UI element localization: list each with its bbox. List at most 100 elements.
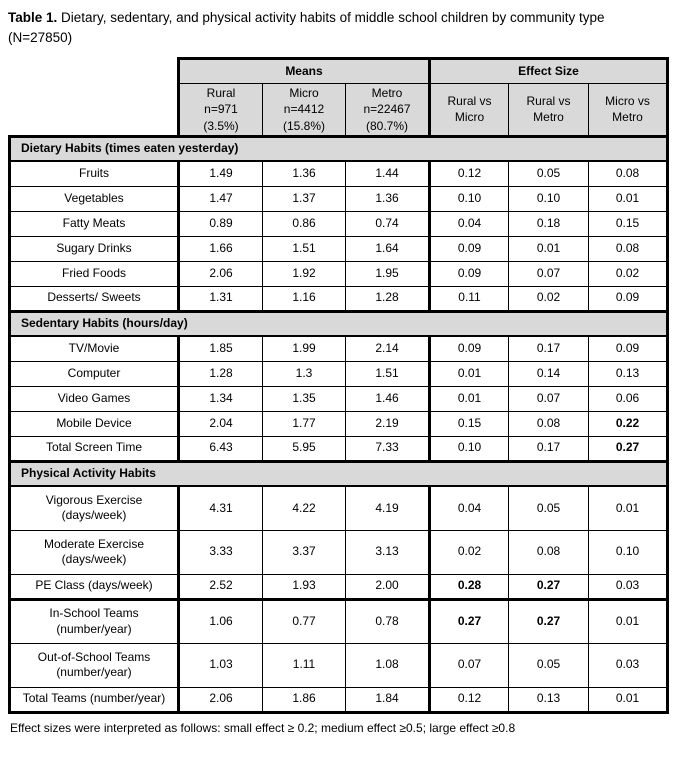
column-header-micro: Micro n=4412 (15.8%) bbox=[262, 83, 346, 138]
cell-value: 3.33 bbox=[177, 529, 263, 575]
cell-value: 0.13 bbox=[587, 360, 670, 387]
cell-value: 1.36 bbox=[345, 185, 430, 212]
cell-value: 0.02 bbox=[508, 285, 589, 312]
cell-value: 0.10 bbox=[428, 435, 509, 462]
table-row: In-School Teams (number/year) 1.06 0.77 0.7… bbox=[8, 597, 670, 644]
cell-value: 0.02 bbox=[428, 529, 509, 575]
row-label: Sugary Drinks bbox=[8, 235, 179, 262]
cell-value: 1.51 bbox=[345, 360, 430, 387]
cell-value: 0.27 bbox=[428, 597, 509, 644]
table-body: Dietary Habits (times eaten yesterday) Fr… bbox=[7, 134, 670, 714]
cell-value: 0.05 bbox=[508, 642, 589, 688]
cell-value: 1.08 bbox=[345, 642, 430, 688]
cell-value: 0.01 bbox=[587, 185, 670, 212]
cell-value: 0.09 bbox=[587, 285, 670, 312]
cell-value: 0.02 bbox=[587, 260, 670, 287]
cell-value: 2.00 bbox=[345, 573, 430, 600]
cell-value: 1.34 bbox=[177, 385, 263, 412]
cell-value: 0.89 bbox=[177, 210, 263, 237]
cell-value: 0.86 bbox=[262, 210, 346, 237]
cell-value: 0.22 bbox=[587, 410, 670, 437]
cell-value: 7.33 bbox=[345, 435, 430, 462]
table-row: Vigorous Exercise (days/week) 4.31 4.22 4.1… bbox=[8, 485, 670, 531]
table-row: Fatty Meats 0.89 0.86 0.74 0.04 0.18 0.15 bbox=[8, 210, 670, 237]
table-row: Computer 1.28 1.3 1.51 0.01 0.14 0.13 bbox=[8, 360, 670, 387]
cell-value: 1.51 bbox=[262, 235, 346, 262]
row-label: PE Class (days/week) bbox=[8, 573, 179, 600]
table-header: Means Effect Size Rural n=971 (3.5%) Mic… bbox=[9, 57, 670, 138]
cell-value: 2.14 bbox=[345, 335, 430, 362]
cell-value: 0.01 bbox=[587, 597, 670, 644]
cell-value: 4.19 bbox=[345, 485, 430, 531]
cell-value: 4.31 bbox=[177, 485, 263, 531]
column-header-rural-vs-micro: Rural vs Micro bbox=[428, 83, 509, 138]
cell-value: 0.09 bbox=[428, 260, 509, 287]
cell-value: 0.03 bbox=[587, 573, 670, 600]
cell-value: 1.86 bbox=[262, 686, 346, 714]
row-label: Desserts/ Sweets bbox=[8, 285, 179, 312]
cell-value: 0.01 bbox=[508, 235, 589, 262]
section-header: Physical Activity Habits bbox=[7, 459, 670, 488]
cell-value: 0.03 bbox=[587, 642, 670, 688]
cell-value: 1.46 bbox=[345, 385, 430, 412]
cell-value: 5.95 bbox=[262, 435, 346, 462]
cell-value: 0.14 bbox=[508, 360, 589, 387]
cell-value: 0.01 bbox=[587, 686, 670, 714]
group-header-means: Means bbox=[177, 57, 430, 85]
table-footnote: Effect sizes were interpreted as follows… bbox=[10, 720, 516, 735]
cell-value: 1.93 bbox=[262, 573, 346, 600]
cell-value: 1.35 bbox=[262, 385, 346, 412]
cell-value: 0.77 bbox=[262, 597, 346, 644]
cell-value: 0.10 bbox=[508, 185, 589, 212]
column-header-rural: Rural n=971 (3.5%) bbox=[177, 83, 263, 138]
cell-value: 2.52 bbox=[177, 573, 263, 600]
blank-corner-cell bbox=[9, 83, 179, 137]
cell-value: 0.10 bbox=[587, 529, 670, 575]
cell-value: 1.03 bbox=[177, 642, 263, 688]
data-table: Means Effect Size Rural n=971 (3.5%) Mic… bbox=[7, 57, 670, 714]
cell-value: 1.95 bbox=[345, 260, 430, 287]
table-row: Total Teams (number/year) 2.06 1.86 1.84 0.1… bbox=[8, 686, 670, 714]
cell-value: 0.01 bbox=[428, 385, 509, 412]
cell-value: 1.28 bbox=[345, 285, 430, 312]
cell-value: 0.27 bbox=[587, 435, 670, 462]
cell-value: 1.85 bbox=[177, 335, 263, 362]
cell-value: 0.28 bbox=[428, 573, 509, 600]
group-header-row: Means Effect Size bbox=[9, 57, 670, 85]
section-header-row: Sedentary Habits (hours/day) bbox=[7, 309, 670, 338]
cell-value: 1.3 bbox=[262, 360, 346, 387]
cell-value: 0.27 bbox=[508, 573, 589, 600]
cell-value: 0.10 bbox=[428, 185, 509, 212]
cell-value: 0.17 bbox=[508, 435, 589, 462]
cell-value: 6.43 bbox=[177, 435, 263, 462]
row-label: Video Games bbox=[8, 385, 179, 412]
cell-value: 1.44 bbox=[345, 160, 430, 187]
cell-value: 1.06 bbox=[177, 597, 263, 644]
cell-value: 0.15 bbox=[587, 210, 670, 237]
cell-value: 0.15 bbox=[428, 410, 509, 437]
group-header-effect-size: Effect Size bbox=[427, 57, 670, 85]
cell-value: 0.12 bbox=[428, 686, 509, 714]
row-label: Vegetables bbox=[8, 185, 179, 212]
cell-value: 0.08 bbox=[508, 410, 589, 437]
cell-value: 0.09 bbox=[428, 235, 509, 262]
cell-value: 2.04 bbox=[177, 410, 263, 437]
cell-value: 0.01 bbox=[428, 360, 509, 387]
cell-value: 0.01 bbox=[587, 485, 670, 531]
table-row: Desserts/ Sweets 1.31 1.16 1.28 0.11 0.02 0.09 bbox=[8, 285, 670, 312]
table-row: TV/Movie 1.85 1.99 2.14 0.09 0.17 0.09 bbox=[8, 335, 670, 362]
table-caption: Table 1. Dietary, sedentary, and physica… bbox=[8, 8, 666, 47]
row-label: TV/Movie bbox=[8, 335, 179, 362]
cell-value: 1.49 bbox=[177, 160, 263, 187]
row-label: Fruits bbox=[8, 160, 179, 187]
cell-value: 0.07 bbox=[508, 260, 589, 287]
cell-value: 0.18 bbox=[508, 210, 589, 237]
table-caption-text: Dietary, sedentary, and physical activit… bbox=[8, 10, 605, 45]
cell-value: 1.66 bbox=[177, 235, 263, 262]
cell-value: 0.05 bbox=[508, 485, 589, 531]
cell-value: 1.31 bbox=[177, 285, 263, 312]
cell-value: 0.11 bbox=[428, 285, 509, 312]
cell-value: 1.92 bbox=[262, 260, 346, 287]
row-label: Mobile Device bbox=[8, 410, 179, 437]
cell-value: 0.17 bbox=[508, 335, 589, 362]
